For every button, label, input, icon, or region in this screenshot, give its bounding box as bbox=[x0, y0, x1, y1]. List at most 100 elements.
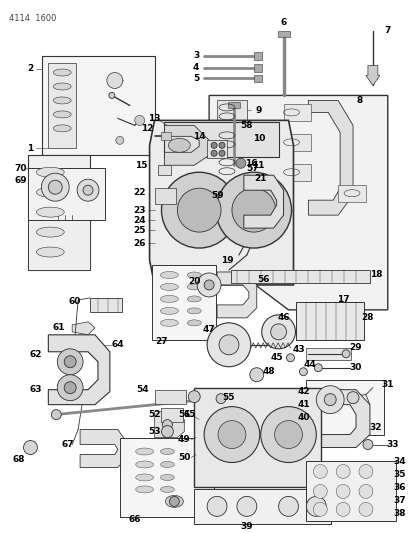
Circle shape bbox=[188, 391, 200, 402]
Bar bbox=[217, 155, 247, 175]
Circle shape bbox=[51, 410, 61, 419]
Circle shape bbox=[162, 425, 173, 438]
Text: 5: 5 bbox=[193, 74, 200, 83]
Ellipse shape bbox=[187, 272, 201, 278]
Text: 49: 49 bbox=[178, 435, 191, 444]
Text: 39: 39 bbox=[241, 522, 253, 531]
Bar bbox=[297, 302, 364, 340]
Circle shape bbox=[177, 188, 221, 232]
Circle shape bbox=[41, 173, 69, 201]
Circle shape bbox=[275, 421, 302, 449]
Ellipse shape bbox=[136, 474, 153, 481]
Text: 38: 38 bbox=[393, 509, 406, 518]
Text: 29: 29 bbox=[350, 343, 362, 352]
Ellipse shape bbox=[160, 462, 174, 467]
Text: 4: 4 bbox=[193, 63, 200, 72]
Polygon shape bbox=[209, 95, 388, 310]
Ellipse shape bbox=[166, 495, 183, 507]
Text: 31: 31 bbox=[381, 380, 394, 389]
Bar bbox=[284, 134, 311, 151]
Polygon shape bbox=[366, 66, 380, 85]
Bar bbox=[217, 100, 247, 120]
Circle shape bbox=[162, 172, 237, 248]
Circle shape bbox=[363, 440, 373, 449]
Text: 11: 11 bbox=[253, 161, 265, 170]
Text: 60: 60 bbox=[69, 297, 81, 306]
Text: 51: 51 bbox=[178, 410, 191, 419]
Circle shape bbox=[64, 382, 76, 394]
Text: 53: 53 bbox=[148, 427, 161, 436]
Text: 45: 45 bbox=[271, 353, 283, 362]
Bar bbox=[162, 408, 183, 422]
Bar bbox=[42, 55, 155, 155]
Text: 18: 18 bbox=[370, 270, 382, 279]
Circle shape bbox=[359, 484, 373, 498]
Text: 70: 70 bbox=[14, 164, 27, 173]
Ellipse shape bbox=[136, 486, 153, 493]
Circle shape bbox=[64, 356, 76, 368]
Text: 48: 48 bbox=[262, 367, 275, 376]
Ellipse shape bbox=[187, 320, 201, 326]
Text: 41: 41 bbox=[297, 400, 310, 409]
Ellipse shape bbox=[36, 167, 64, 177]
Circle shape bbox=[109, 92, 115, 99]
Text: 42: 42 bbox=[297, 387, 310, 396]
Circle shape bbox=[342, 350, 350, 358]
Text: 14: 14 bbox=[193, 132, 206, 141]
Polygon shape bbox=[244, 175, 284, 228]
Circle shape bbox=[279, 496, 298, 516]
Text: 52: 52 bbox=[148, 410, 161, 419]
Bar bbox=[29, 155, 90, 270]
Text: 69: 69 bbox=[14, 176, 27, 185]
Text: 64: 64 bbox=[111, 340, 124, 349]
Ellipse shape bbox=[53, 69, 71, 76]
Text: 26: 26 bbox=[133, 239, 146, 247]
Circle shape bbox=[306, 496, 326, 516]
Polygon shape bbox=[72, 322, 95, 335]
Text: 10: 10 bbox=[253, 134, 265, 143]
Text: 16: 16 bbox=[244, 159, 257, 168]
Ellipse shape bbox=[36, 247, 64, 257]
Polygon shape bbox=[164, 125, 209, 165]
Text: 3: 3 bbox=[193, 51, 200, 60]
Bar bbox=[306, 462, 396, 521]
Circle shape bbox=[57, 349, 83, 375]
Bar bbox=[254, 52, 262, 60]
Text: 44: 44 bbox=[304, 360, 317, 369]
Circle shape bbox=[211, 142, 217, 148]
Ellipse shape bbox=[187, 308, 201, 314]
Circle shape bbox=[116, 136, 124, 144]
Bar bbox=[162, 132, 171, 140]
Text: 65: 65 bbox=[183, 410, 195, 419]
Circle shape bbox=[347, 392, 359, 403]
Bar bbox=[254, 75, 262, 83]
Bar bbox=[338, 185, 366, 202]
Circle shape bbox=[216, 394, 226, 403]
Bar bbox=[164, 123, 279, 157]
Ellipse shape bbox=[53, 97, 71, 104]
Text: 47: 47 bbox=[203, 325, 215, 334]
Ellipse shape bbox=[160, 319, 178, 326]
Ellipse shape bbox=[136, 448, 153, 455]
Circle shape bbox=[336, 464, 350, 479]
Text: 35: 35 bbox=[393, 470, 406, 479]
Text: 8: 8 bbox=[357, 96, 363, 105]
Circle shape bbox=[57, 375, 83, 401]
Text: 32: 32 bbox=[370, 423, 382, 432]
Circle shape bbox=[336, 484, 350, 498]
Text: 40: 40 bbox=[297, 413, 310, 422]
Circle shape bbox=[204, 407, 260, 463]
Ellipse shape bbox=[187, 296, 201, 302]
Circle shape bbox=[237, 496, 257, 516]
Circle shape bbox=[135, 116, 144, 125]
Text: 7: 7 bbox=[385, 26, 391, 35]
Bar bbox=[254, 63, 262, 71]
Bar bbox=[284, 164, 311, 181]
Text: 57: 57 bbox=[246, 164, 259, 173]
Bar bbox=[29, 168, 105, 220]
Circle shape bbox=[77, 179, 99, 201]
Bar bbox=[90, 298, 122, 312]
Circle shape bbox=[286, 354, 295, 362]
Text: 62: 62 bbox=[29, 350, 42, 359]
Ellipse shape bbox=[160, 487, 174, 492]
